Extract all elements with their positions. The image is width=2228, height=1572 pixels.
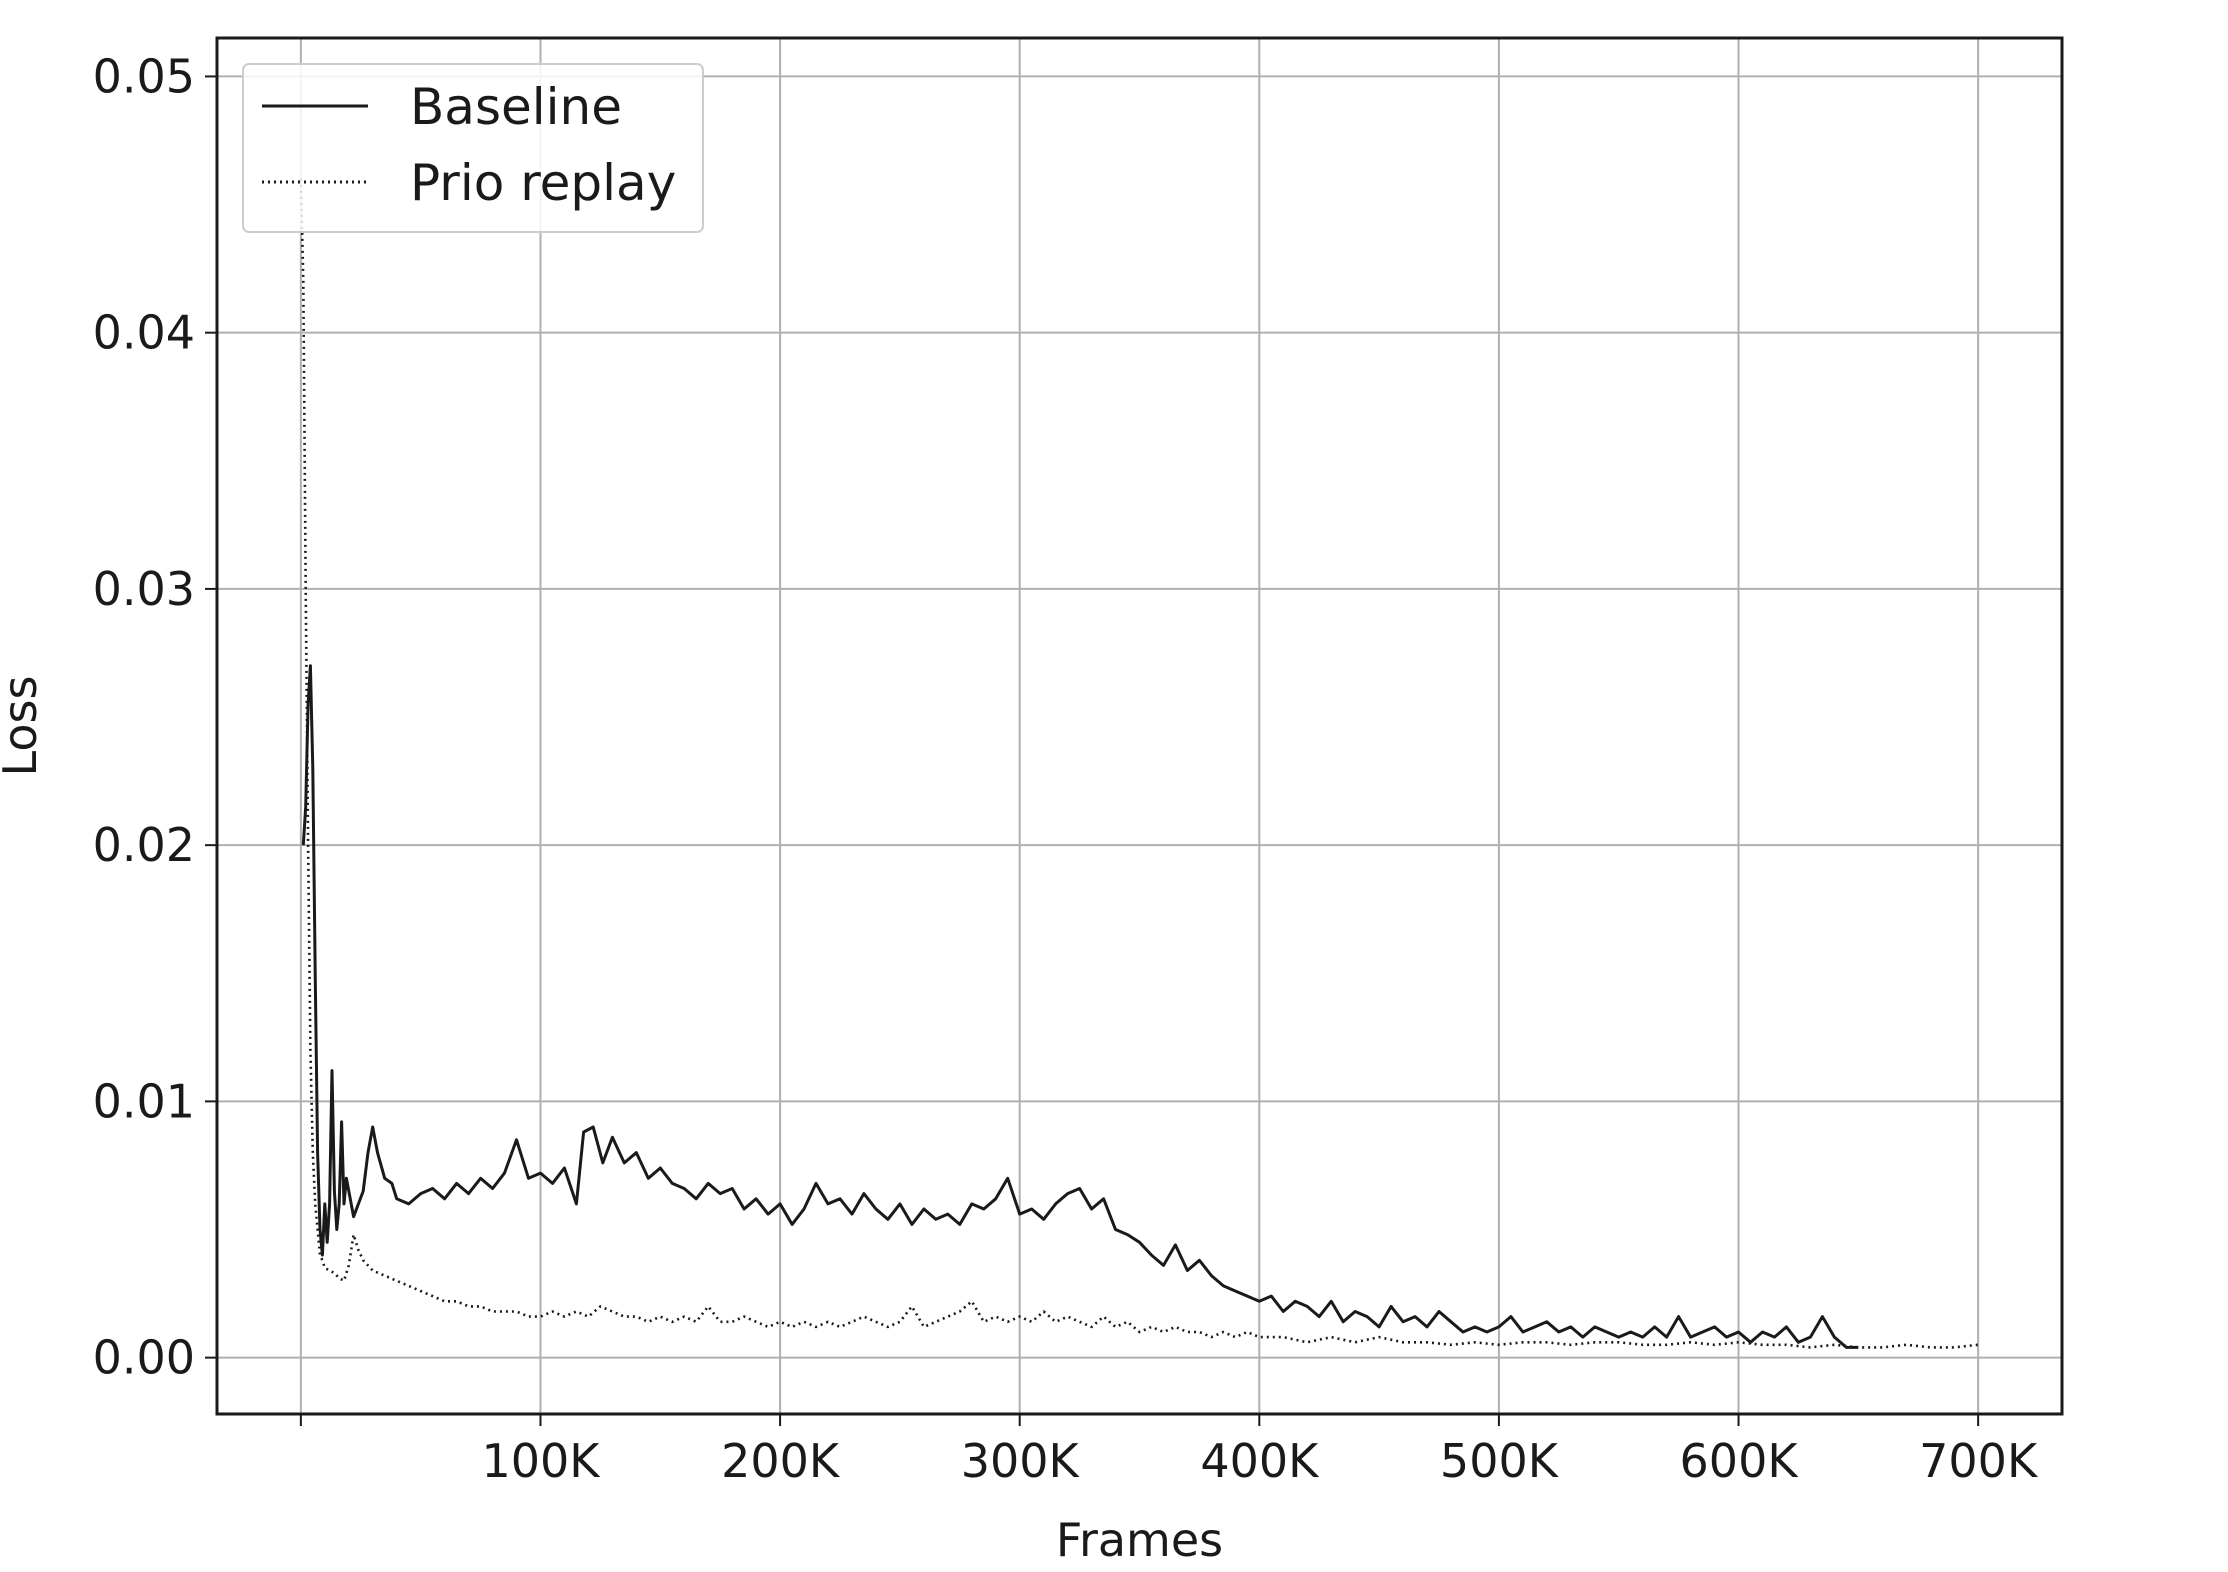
- grid-lines: [217, 38, 2062, 1414]
- y-tick-label: 0.01: [93, 1074, 195, 1128]
- legend-label-prio-replay: Prio replay: [410, 154, 676, 212]
- x-tick-label: 100K: [481, 1434, 601, 1488]
- x-tick-label: 400K: [1200, 1434, 1320, 1488]
- x-tick-label: 700K: [1919, 1434, 2039, 1488]
- series-lines: [299, 178, 1979, 1349]
- y-axis-label: Loss: [0, 676, 47, 777]
- y-tick-label: 0.05: [93, 49, 195, 103]
- legend-label-baseline: Baseline: [410, 78, 622, 136]
- series-line-prio-replay: [299, 178, 1979, 1349]
- y-tick-label: 0.02: [93, 818, 195, 872]
- x-tick-label: 300K: [961, 1434, 1081, 1488]
- axis-ticks: 100K 200K 300K 400K 500K 600K 700K 0.00 0.01 0.02…: [93, 49, 2039, 1488]
- series-line-baseline: [301, 664, 1859, 1349]
- chart-legend: Baseline Prio replay: [242, 63, 704, 233]
- x-tick-label: 200K: [721, 1434, 841, 1488]
- y-tick-label: 0.00: [93, 1331, 195, 1385]
- x-tick-label: 600K: [1680, 1434, 1800, 1488]
- y-tick-label: 0.04: [93, 306, 195, 360]
- y-tick-label: 0.03: [93, 562, 195, 616]
- x-axis-label: Frames: [1056, 1513, 1223, 1567]
- plot-frame: [215, 36, 2064, 1416]
- x-tick-label: 500K: [1440, 1434, 1560, 1488]
